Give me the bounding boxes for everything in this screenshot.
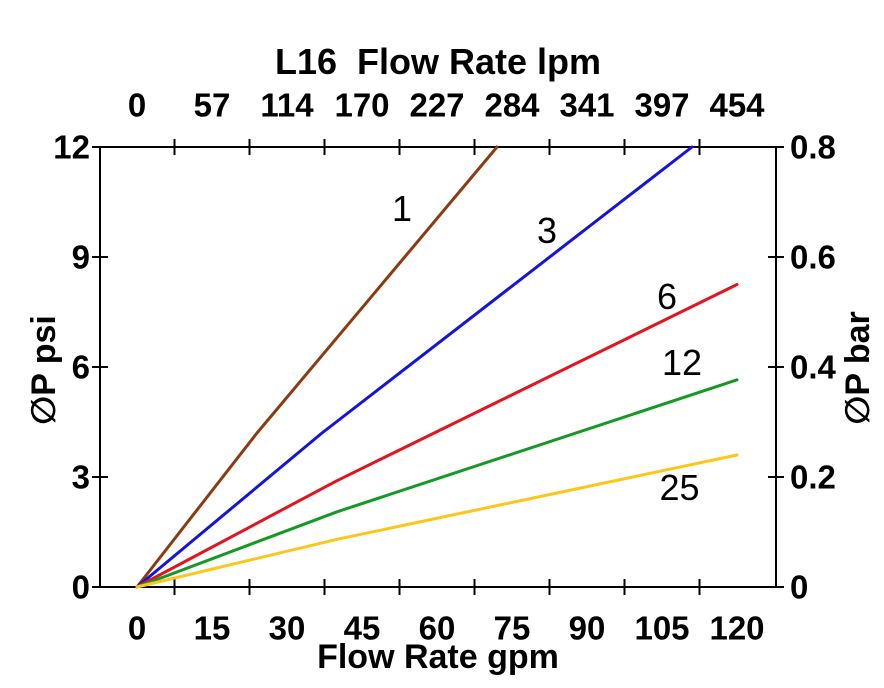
right-axis-tick-label: 0.6	[790, 238, 836, 276]
top-axis-tick-label: 0	[127, 86, 147, 124]
series-label-1: 1	[391, 188, 413, 230]
top-axis-tick-label: 114	[260, 86, 314, 124]
top-axis-tick-label: 454	[709, 86, 765, 124]
series-line-3	[135, 145, 694, 589]
top-axis-tick-label: 227	[409, 86, 465, 124]
right-axis-tick-label: 0.8	[790, 128, 836, 166]
right-axis-tick-label: 0	[790, 568, 809, 606]
bottom-axis-tick-label: 15	[193, 609, 231, 647]
top-axis-tick-label: 341	[559, 86, 615, 124]
bottom-axis-tick-label: 105	[634, 609, 690, 647]
left-axis-tick-label: 3	[71, 458, 90, 496]
left-axis-title: ∅P psi	[25, 315, 63, 425]
series-label-25: 25	[659, 467, 700, 508]
left-axis-tick-label: 9	[71, 238, 90, 276]
right-axis-tick-label: 0.2	[790, 458, 836, 496]
series-label-3: 3	[536, 210, 558, 252]
top-axis-tick-label: 170	[334, 86, 390, 124]
left-axis-tick-label: 12	[53, 128, 90, 166]
top-axis-tick-label: 57	[193, 86, 231, 124]
left-axis-tick-label: 6	[71, 348, 90, 386]
bottom-axis-tick-label: 60	[418, 609, 456, 647]
right-axis-tick-label: 0.4	[790, 348, 836, 386]
bottom-axis-tick-label: 0	[127, 609, 147, 647]
series-line-25	[135, 453, 739, 589]
series-label-6: 6	[656, 276, 678, 318]
top-axis-tick-label: 397	[634, 86, 690, 124]
series-line-12	[135, 378, 739, 589]
top-axis-tick-label: 284	[484, 86, 540, 124]
bottom-axis-tick-label: 90	[568, 609, 606, 647]
right-axis-title: ∅P bar	[839, 311, 877, 425]
left-axis-tick-label: 0	[71, 568, 90, 606]
series-line-6	[135, 283, 739, 589]
bottom-axis-tick-label: 120	[709, 609, 765, 647]
series-line-1	[135, 145, 499, 589]
bottom-axis-tick-label: 30	[268, 609, 306, 647]
bottom-axis-title: Flow Rate gpm	[317, 638, 559, 676]
bottom-axis-tick-label: 45	[343, 609, 381, 647]
series-label-12: 12	[661, 342, 703, 384]
chart-title: L16 Flow Rate lpm	[274, 41, 602, 82]
bottom-axis-tick-label: 75	[493, 609, 531, 647]
